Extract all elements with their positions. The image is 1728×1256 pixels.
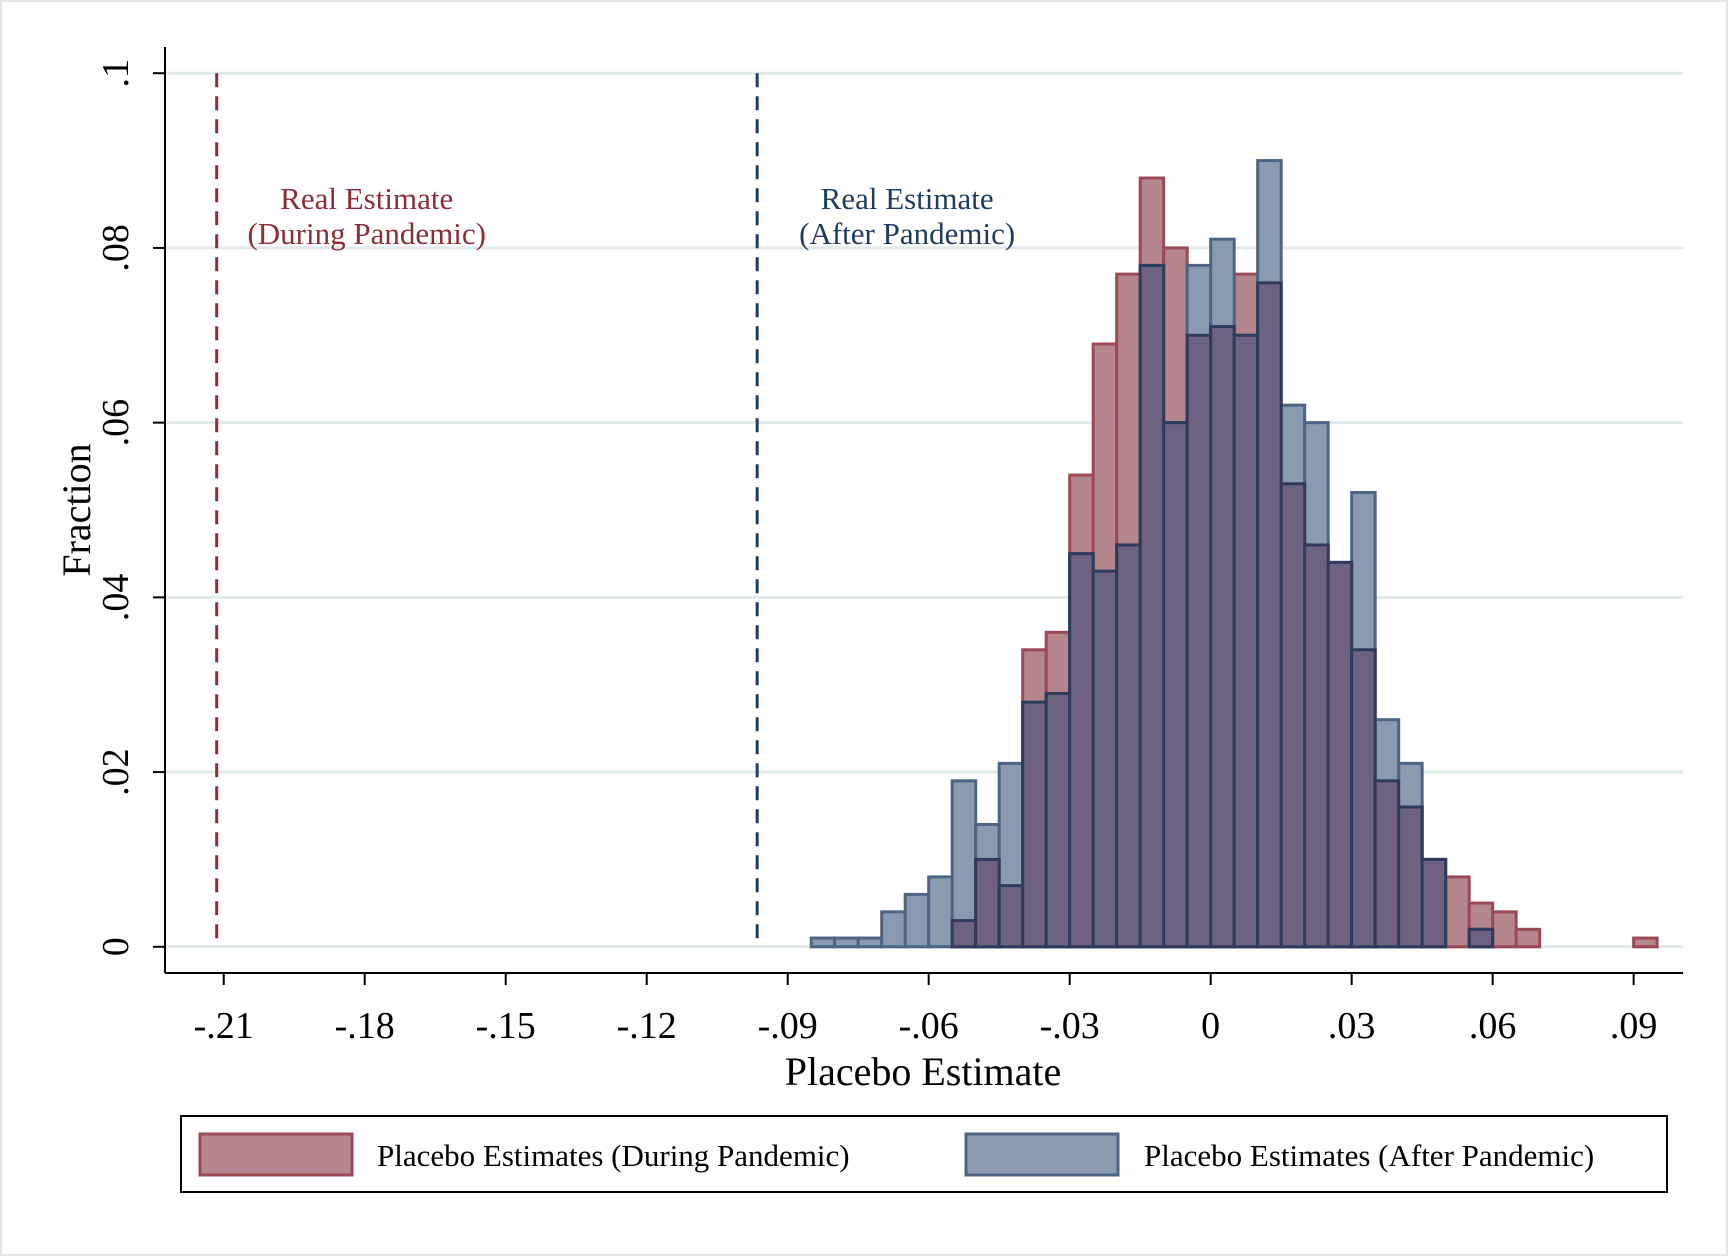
reference-line-label: (After Pandemic) <box>799 216 1015 251</box>
legend-label-after: Placebo Estimates (After Pandemic) <box>1144 1138 1594 1173</box>
x-tick-label: -.18 <box>335 1005 395 1047</box>
histogram-bar <box>927 875 954 949</box>
histogram-bar <box>856 936 884 949</box>
reference-line-label: Real Estimate <box>280 181 453 216</box>
y-tick-label: .08 <box>95 224 137 272</box>
histogram-bar <box>880 910 907 949</box>
histogram-bar-overlap <box>1373 779 1401 949</box>
x-tick-label: 0 <box>1201 1005 1220 1047</box>
histogram-bar-overlap <box>1091 569 1119 949</box>
histogram-bar-overlap <box>1256 281 1283 949</box>
histogram-bar <box>1444 875 1471 949</box>
x-tick-label: -.09 <box>758 1005 818 1047</box>
histogram-bar-overlap <box>1021 700 1048 949</box>
tick-labels: -.21 -.18 -.15 -.12 -.09 -.06 -.03 0 .03 .06 .09 0.… <box>95 59 1657 1047</box>
histogram-bar-overlap <box>1350 648 1377 949</box>
axes <box>164 47 1683 974</box>
legend-label-during: Placebo Estimates (During Pandemic) <box>377 1138 850 1173</box>
histogram-bar-overlap <box>1279 482 1307 949</box>
x-tick-label: .06 <box>1469 1005 1517 1047</box>
histogram-bar-overlap <box>1138 263 1166 949</box>
x-tick-label: -.12 <box>617 1005 677 1047</box>
reference-line-label: (During Pandemic) <box>247 216 485 251</box>
x-tick-label: -.15 <box>476 1005 536 1047</box>
overlap-bars <box>950 263 1495 949</box>
histogram-bar-overlap <box>1326 560 1354 949</box>
y-tick-label: .04 <box>95 574 137 622</box>
x-axis-title: Placebo Estimate <box>785 1049 1062 1094</box>
histogram-bar-overlap <box>1303 543 1330 949</box>
reference-lines: Real Estimate(During Pandemic)Real Estim… <box>215 73 1015 947</box>
histogram-bar-overlap <box>1068 552 1095 949</box>
legend: Placebo Estimates (During Pandemic) Plac… <box>180 1115 1668 1193</box>
legend-swatch-during <box>198 1132 354 1177</box>
legend-swatch-after <box>964 1132 1120 1177</box>
histogram-bar-overlap <box>1397 805 1424 949</box>
x-tick-label: -.21 <box>194 1005 254 1047</box>
x-tick-label: -.03 <box>1040 1005 1100 1047</box>
histogram-bar-overlap <box>1044 691 1072 949</box>
y-tick-label: .06 <box>95 399 137 447</box>
histogram-bar-overlap <box>1115 543 1142 949</box>
histogram-bar <box>903 892 931 949</box>
histogram-bar-overlap <box>1467 927 1495 949</box>
histogram-bar-overlap <box>950 919 978 949</box>
y-tick-label: .1 <box>95 59 137 88</box>
y-tick-label: 0 <box>95 937 137 956</box>
histogram-bar <box>1632 936 1659 949</box>
y-tick-label: .02 <box>95 748 137 796</box>
histogram-bar-overlap <box>1185 333 1213 949</box>
histogram-bar-overlap <box>1162 421 1189 949</box>
histogram-bar-overlap <box>997 884 1025 949</box>
histogram-bar <box>1514 927 1542 949</box>
x-tick-label: .09 <box>1610 1005 1658 1047</box>
histogram-bar <box>809 936 837 949</box>
histogram-bar-overlap <box>1209 325 1236 949</box>
legend-box <box>180 1115 1668 1193</box>
y-axis-title: Fraction <box>54 443 99 576</box>
histogram-bar-overlap <box>1420 857 1448 949</box>
x-tick-label: -.06 <box>899 1005 959 1047</box>
histogram-bar-overlap <box>1232 333 1260 949</box>
histogram-bar <box>833 936 860 949</box>
reference-line-label: Real Estimate <box>821 181 994 216</box>
histogram-bar-overlap <box>974 857 1001 949</box>
x-tick-label: .03 <box>1328 1005 1376 1047</box>
histogram-bar <box>1491 910 1518 949</box>
